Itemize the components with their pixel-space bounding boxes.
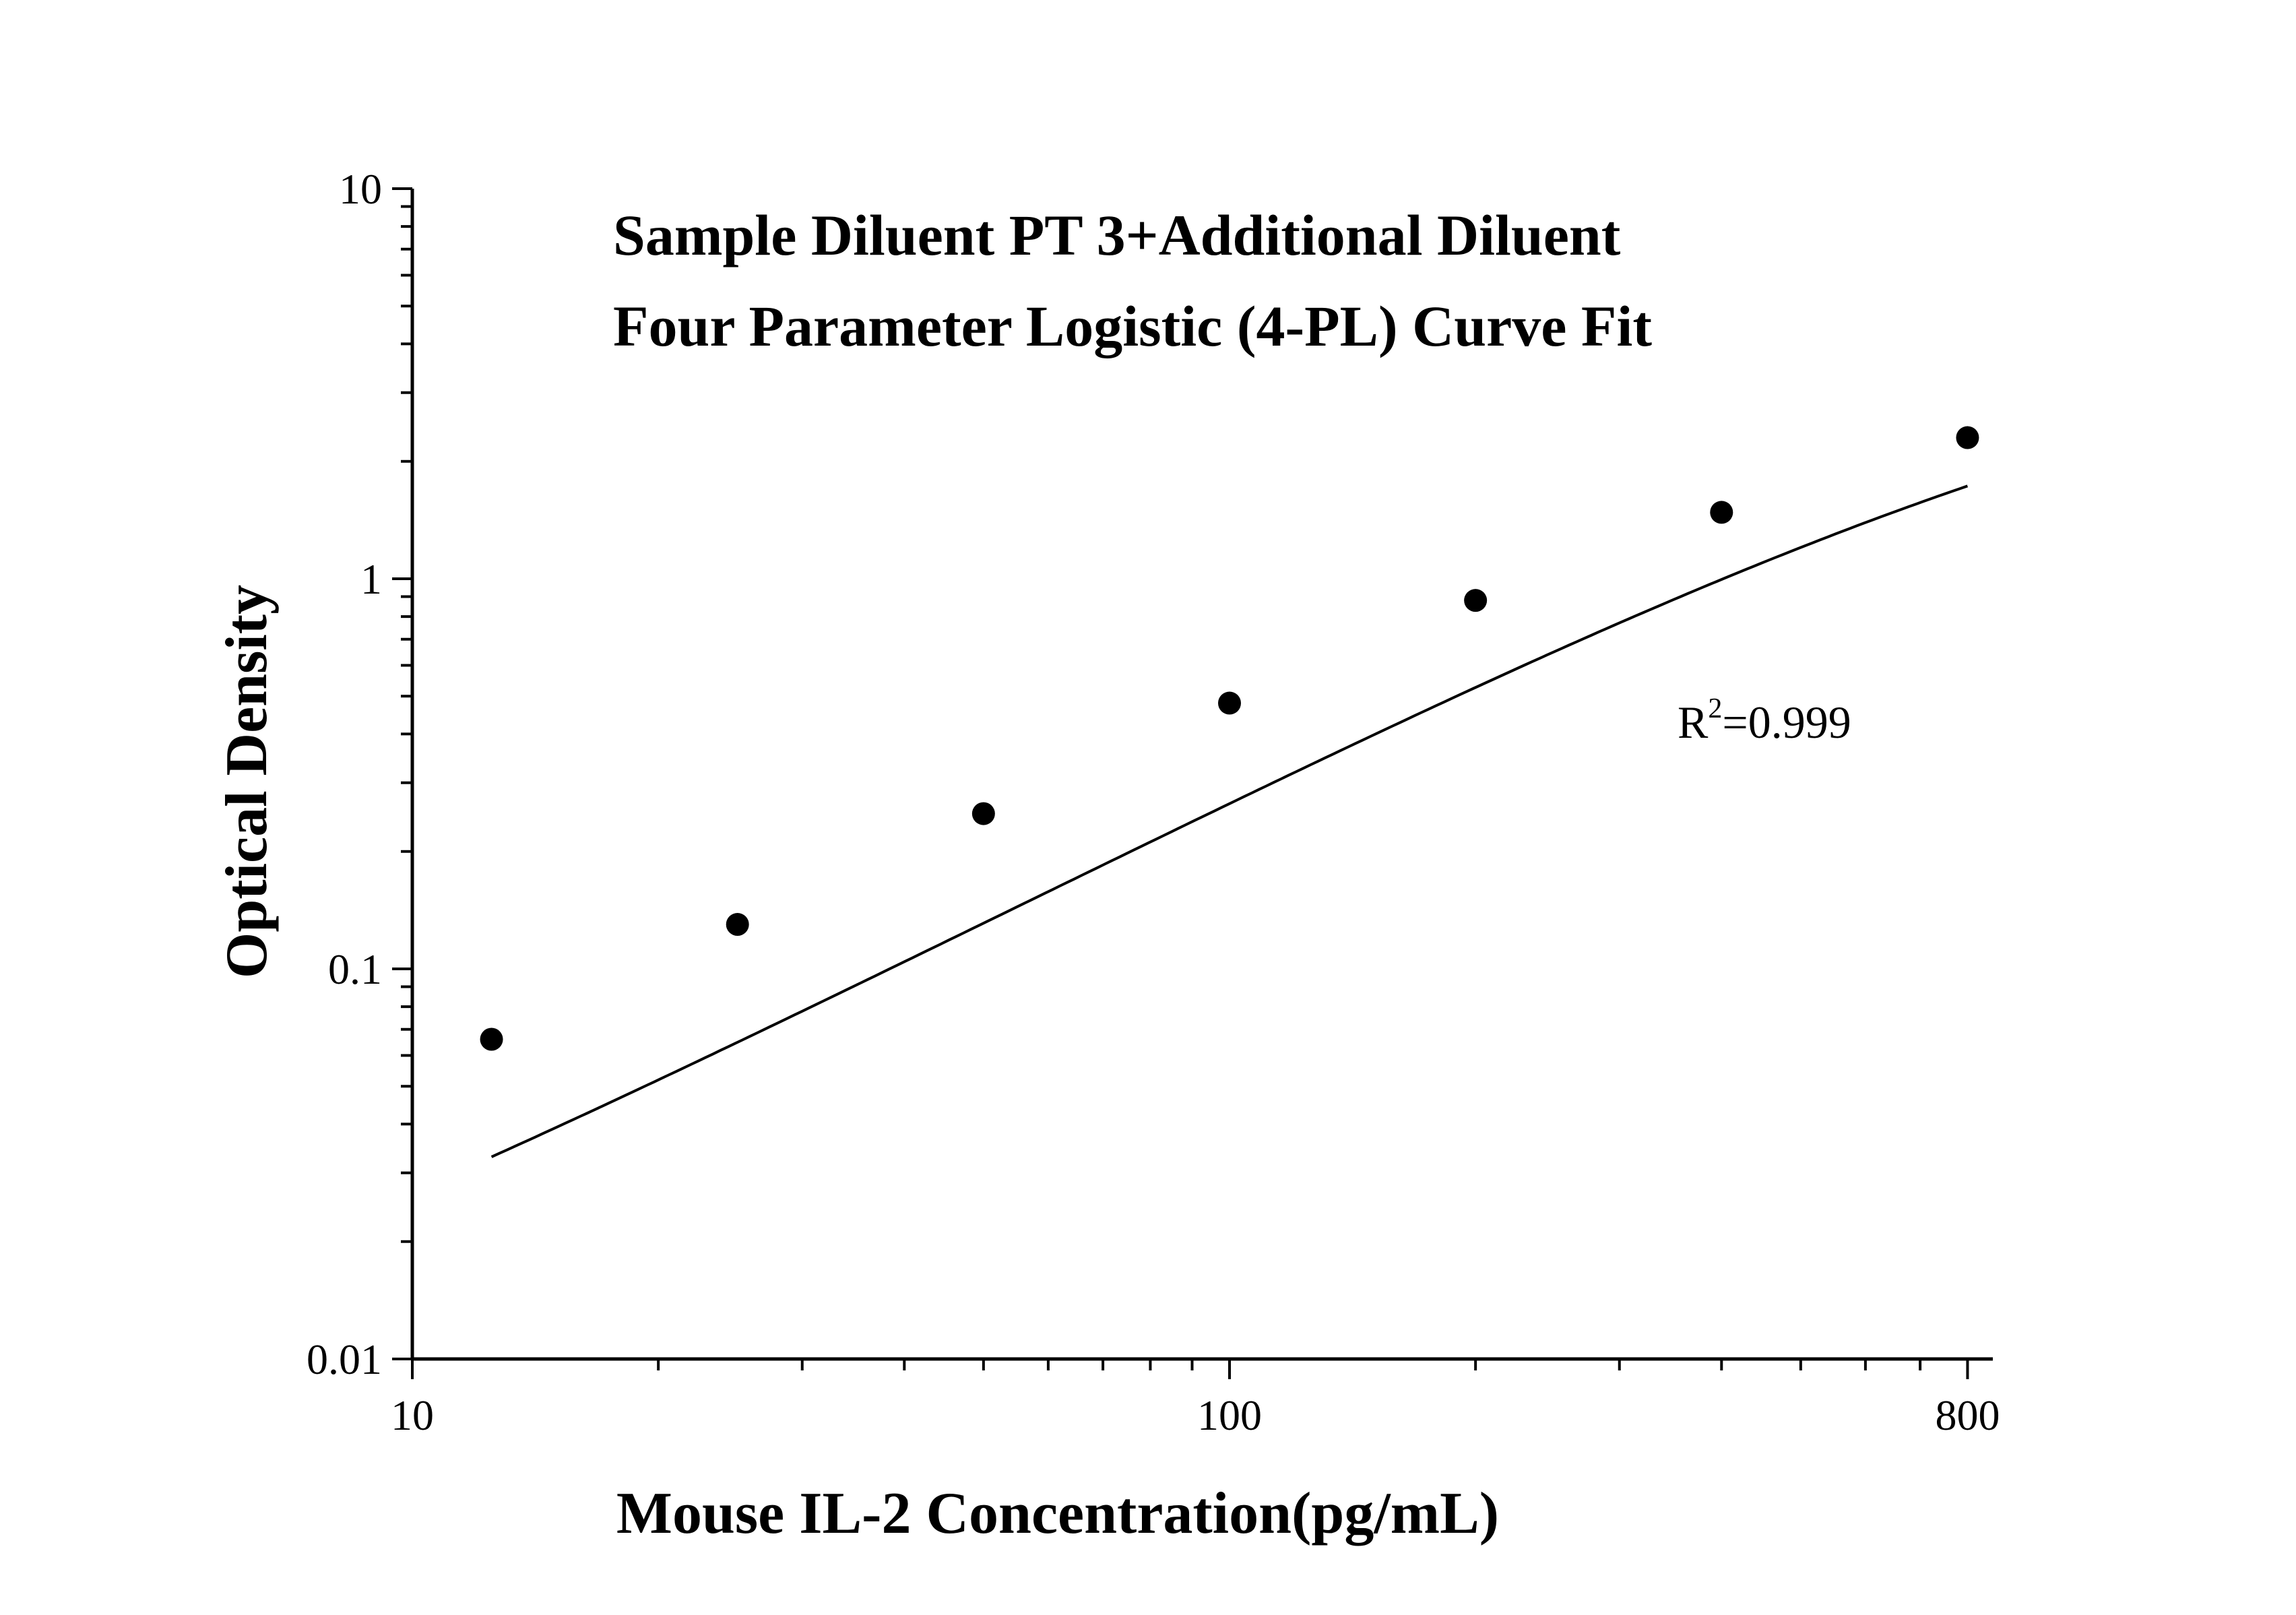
data-point <box>1464 589 1488 612</box>
y-tick-label: 0.01 <box>307 1335 382 1383</box>
data-point <box>1956 426 1979 449</box>
y-axis-title: Optical Density <box>214 585 280 978</box>
x-tick-label: 100 <box>1197 1391 1262 1439</box>
y-tick-label: 0.1 <box>328 945 382 993</box>
data-point <box>1218 691 1241 715</box>
y-tick-label: 10 <box>339 165 382 213</box>
chart-title-line-1: Sample Diluent PT 3+Additional Diluent <box>613 203 1621 267</box>
data-point <box>480 1027 503 1051</box>
x-tick-label: 800 <box>1935 1391 2000 1439</box>
fit-curve-line <box>490 484 1969 1158</box>
data-point <box>971 802 995 825</box>
chart-title-line-2: Four Parameter Logistic (4-PL) Curve Fit <box>613 294 1652 358</box>
plot-area: 10 100 800 0.01 0.1 1 10 <box>307 165 2000 1439</box>
r-squared-annotation: R2=0.999 <box>1678 693 1851 748</box>
x-axis-title: Mouse IL-2 Concentration(pg/mL) <box>616 1481 1499 1546</box>
data-point <box>726 913 749 937</box>
data-point <box>1710 501 1733 524</box>
y-tick-label: 1 <box>360 555 382 603</box>
x-tick-label: 10 <box>391 1391 434 1439</box>
